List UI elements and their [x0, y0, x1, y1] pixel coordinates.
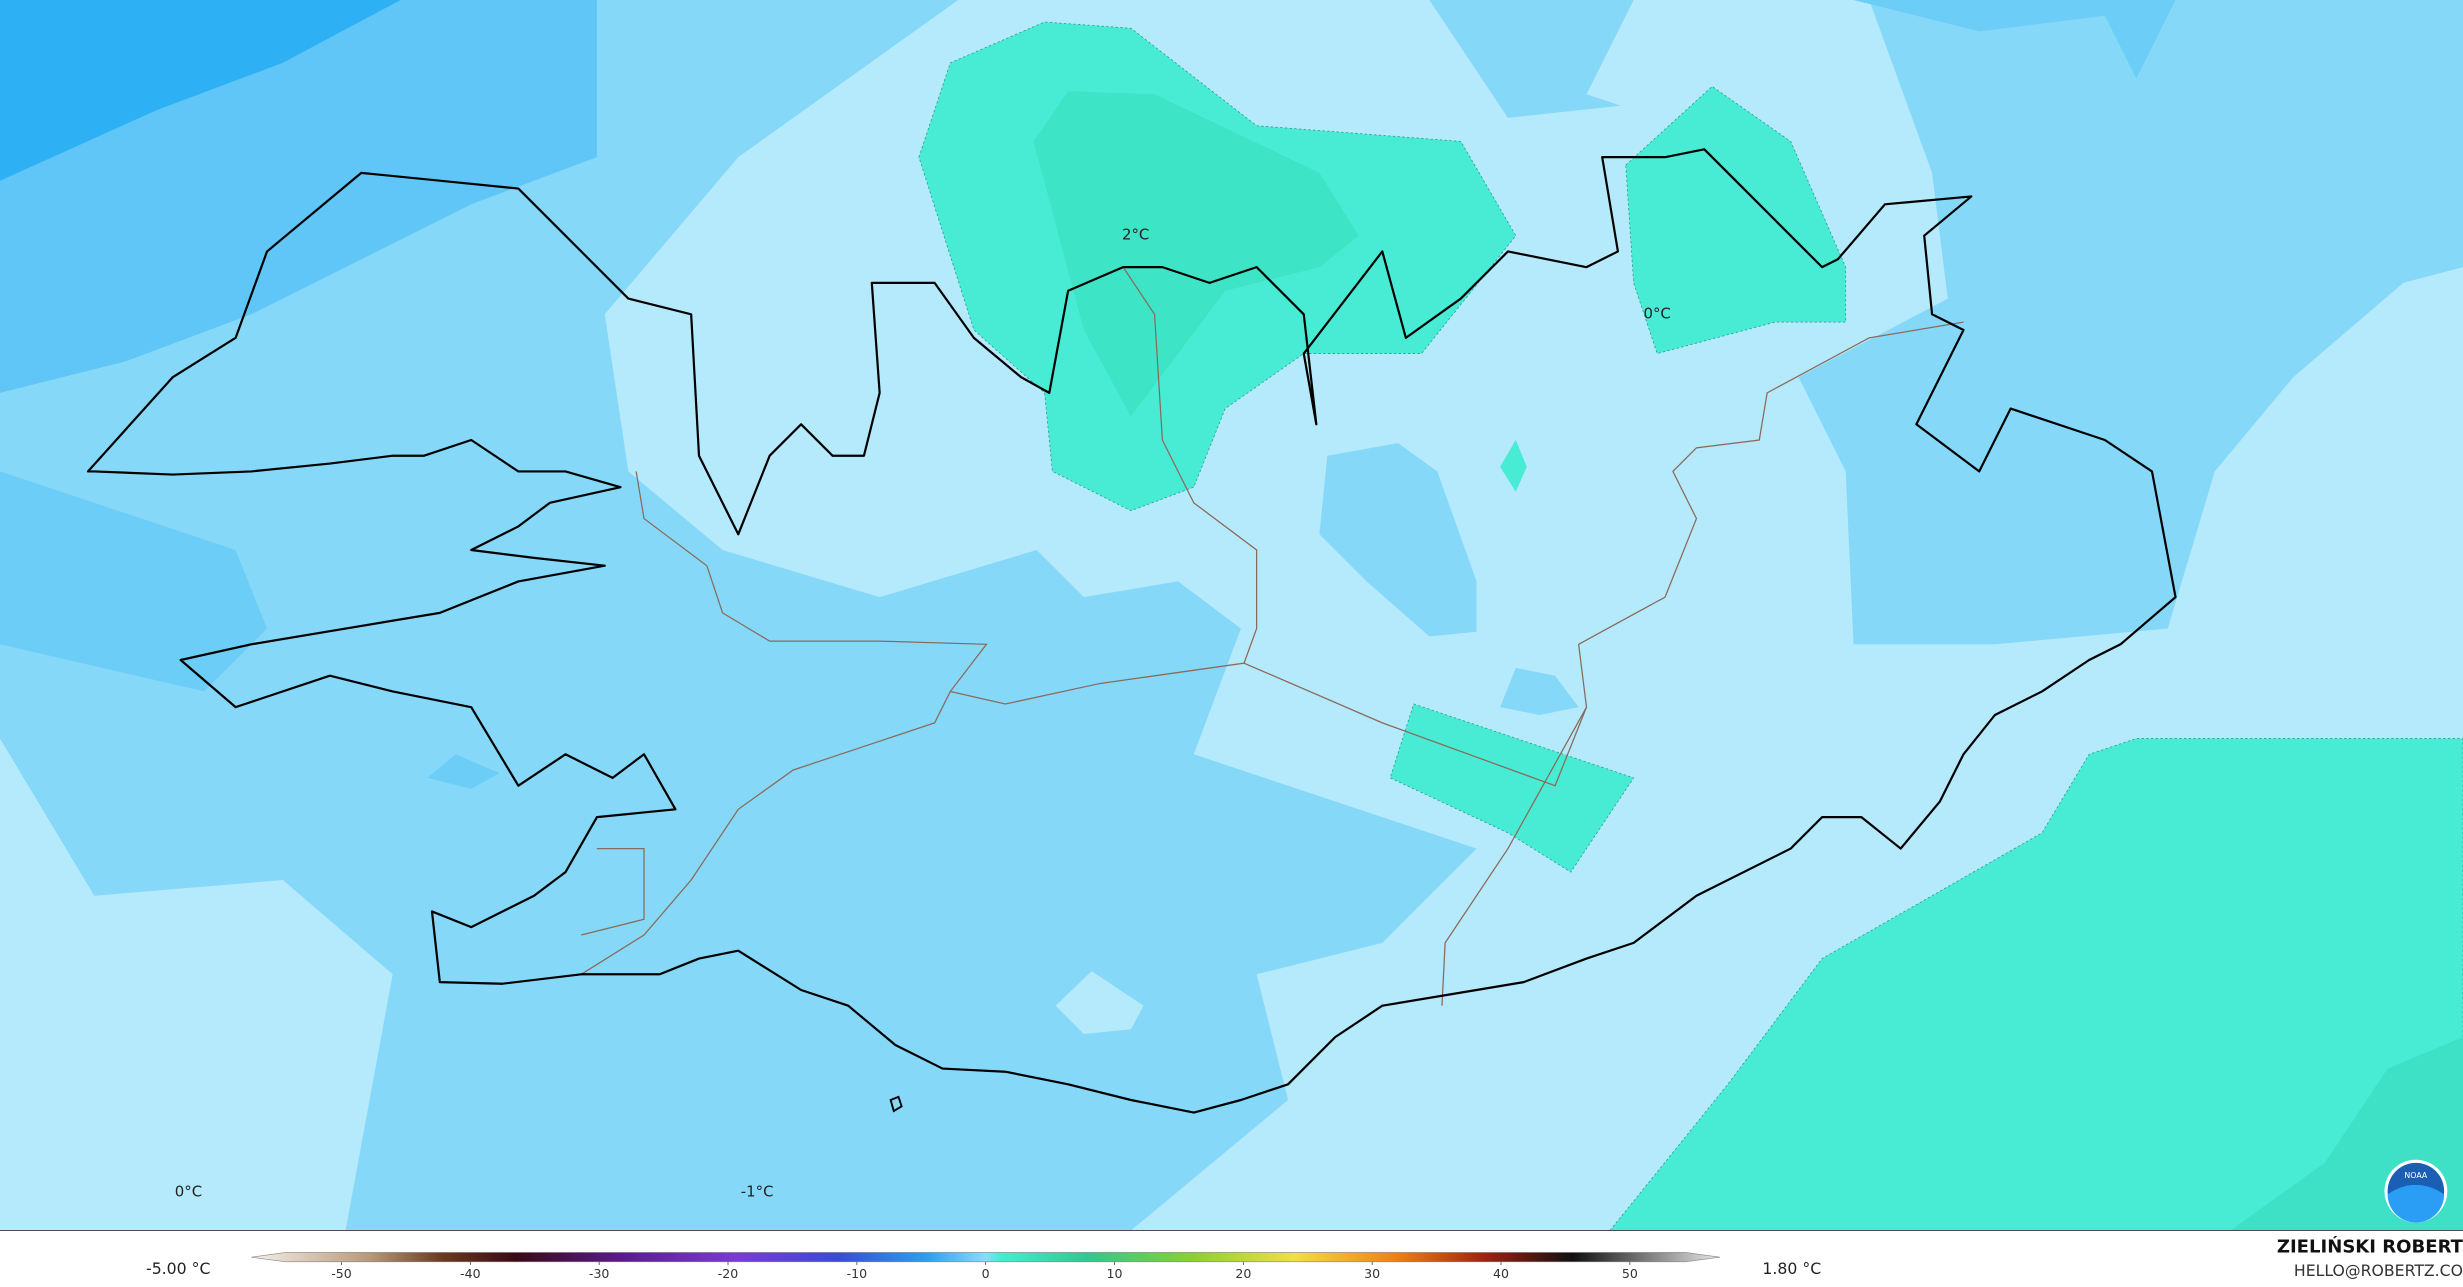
- colorbar-tick-label: -50: [331, 1266, 352, 1281]
- logo-text: NOAA: [2404, 1171, 2427, 1180]
- colorbar-tick-label: -10: [847, 1266, 868, 1281]
- borders: [580, 266, 1964, 1006]
- contour-label: 0°C: [175, 1183, 202, 1201]
- coastline: [86, 148, 2177, 1114]
- colorbar-tick-label: 10: [1107, 1266, 1123, 1281]
- colorbar-tick-label: 30: [1364, 1266, 1380, 1281]
- colorbar-tick-label: -40: [460, 1266, 481, 1281]
- author: ZIELIŃSKI ROBERT: [2277, 1236, 2463, 1258]
- email: HELLO@ROBERTZ.CO: [2294, 1261, 2463, 1280]
- colorbar-tick-label: 20: [1235, 1266, 1251, 1281]
- colorbar-tick-label: 50: [1622, 1266, 1638, 1281]
- contour-label: 2°C: [1122, 226, 1149, 244]
- temperature-field: [0, 0, 2463, 1231]
- colorbar-bar: [251, 1252, 1721, 1263]
- min-label: -5.00 °C: [146, 1259, 210, 1278]
- noaa-logo: NOAA: [2384, 1159, 2448, 1223]
- colorbar: -50 -40 -30 -20 -10 0 10 20 30 40 50: [251, 1252, 1721, 1281]
- contour-label: -1°C: [741, 1183, 774, 1201]
- contour-label: 0°C: [1644, 304, 1671, 322]
- colorbar-tick-label: 0: [982, 1266, 990, 1281]
- coastline-island: [889, 1095, 903, 1113]
- colorbar-tick-label: 40: [1493, 1266, 1509, 1281]
- colorbar-tick-label: -30: [589, 1266, 610, 1281]
- colorbar-tick-label: -20: [718, 1266, 739, 1281]
- max-label: 1.80 °C: [1762, 1259, 1821, 1278]
